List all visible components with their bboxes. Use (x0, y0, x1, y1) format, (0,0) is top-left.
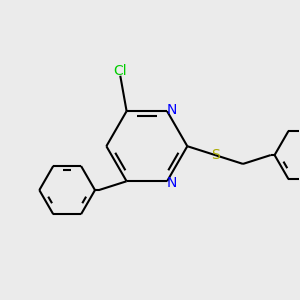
Text: S: S (211, 148, 220, 162)
Text: N: N (167, 103, 177, 117)
Text: Cl: Cl (113, 64, 127, 78)
Text: N: N (167, 176, 177, 190)
